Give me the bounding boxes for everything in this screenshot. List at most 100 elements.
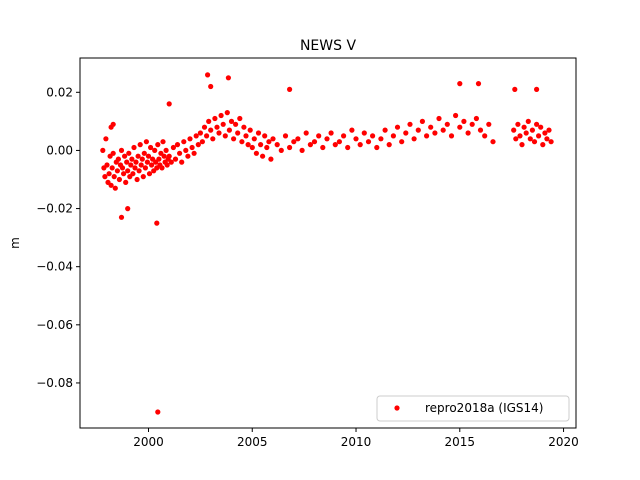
- data-point: [544, 136, 550, 142]
- data-point: [469, 121, 475, 127]
- data-point: [332, 142, 338, 148]
- data-point: [515, 121, 521, 127]
- data-point: [124, 159, 130, 165]
- data-point: [212, 115, 218, 122]
- y-axis-label: m: [8, 237, 22, 249]
- data-point: [270, 136, 276, 142]
- data-point: [307, 142, 313, 148]
- data-point: [143, 139, 149, 145]
- data-point: [172, 156, 179, 162]
- data-point: [100, 147, 106, 153]
- data-point: [523, 130, 529, 136]
- data-point: [353, 136, 359, 142]
- data-point: [440, 127, 446, 133]
- data-point: [357, 142, 363, 148]
- data-point: [517, 133, 523, 139]
- data-point: [428, 124, 434, 130]
- data-point: [174, 142, 181, 148]
- data-point: [237, 115, 243, 122]
- data-point: [161, 153, 167, 159]
- y-tick-label: 0.00: [46, 143, 73, 157]
- data-point: [531, 139, 538, 145]
- data-point: [126, 150, 132, 156]
- data-point: [166, 101, 172, 107]
- data-point: [546, 127, 552, 133]
- data-point: [519, 142, 525, 148]
- data-point: [185, 153, 191, 159]
- data-point: [135, 153, 141, 159]
- data-point: [225, 75, 231, 81]
- data-point: [131, 144, 137, 151]
- data-point: [399, 139, 405, 145]
- data-point: [145, 153, 152, 159]
- data-point: [138, 162, 144, 168]
- data-point: [473, 115, 479, 122]
- data-point: [231, 136, 237, 142]
- data-point: [513, 136, 519, 142]
- data-point: [419, 118, 425, 124]
- data-point: [121, 171, 127, 177]
- data-point: [262, 133, 268, 139]
- data-point: [341, 133, 347, 139]
- data-point: [123, 179, 129, 185]
- data-point: [444, 121, 450, 127]
- data-point: [103, 136, 109, 142]
- data-point: [159, 165, 165, 171]
- data-point: [139, 156, 145, 162]
- data-point: [258, 142, 264, 148]
- data-point: [134, 176, 140, 183]
- data-point: [239, 139, 245, 145]
- data-point: [191, 150, 197, 156]
- data-point: [538, 124, 544, 130]
- data-point: [224, 110, 230, 116]
- x-tick-label: 2005: [237, 435, 268, 449]
- data-point: [155, 409, 161, 415]
- y-tick-label: −0.02: [36, 202, 73, 216]
- data-point: [177, 150, 183, 156]
- data-point: [164, 162, 170, 168]
- data-point: [144, 159, 150, 165]
- data-point: [453, 112, 459, 119]
- data-point: [137, 142, 143, 148]
- data-points: [100, 72, 554, 415]
- y-tick-label: −0.08: [36, 376, 73, 390]
- data-point: [241, 124, 247, 130]
- y-tick-label: −0.04: [36, 260, 73, 274]
- plot-area-frame: [79, 57, 577, 429]
- data-point: [125, 206, 131, 212]
- data-point: [114, 168, 120, 174]
- data-point: [218, 112, 224, 119]
- data-point: [461, 118, 467, 124]
- data-point: [179, 159, 185, 165]
- data-point: [527, 136, 533, 142]
- data-point: [110, 150, 116, 156]
- data-point: [193, 133, 199, 139]
- data-point: [152, 147, 158, 153]
- data-point: [109, 165, 115, 171]
- data-point: [415, 127, 421, 133]
- data-point: [540, 142, 546, 148]
- data-point: [102, 174, 108, 180]
- data-point: [216, 130, 222, 136]
- data-point: [132, 165, 138, 171]
- data-point: [394, 124, 401, 130]
- data-point: [361, 130, 367, 136]
- data-point: [291, 139, 297, 145]
- data-point: [110, 121, 116, 127]
- y-tick-label: 0.02: [46, 85, 73, 99]
- data-point: [166, 153, 172, 159]
- data-point: [486, 121, 492, 127]
- data-point: [390, 133, 396, 139]
- data-point: [181, 139, 187, 145]
- data-point: [128, 162, 134, 168]
- data-point: [205, 72, 211, 78]
- data-point: [245, 142, 251, 148]
- data-point: [115, 156, 121, 162]
- data-point: [386, 142, 392, 148]
- data-point: [328, 130, 334, 136]
- data-point: [370, 133, 376, 139]
- data-point: [235, 130, 241, 136]
- data-point: [424, 133, 430, 139]
- data-point: [119, 165, 126, 171]
- data-point: [378, 136, 384, 142]
